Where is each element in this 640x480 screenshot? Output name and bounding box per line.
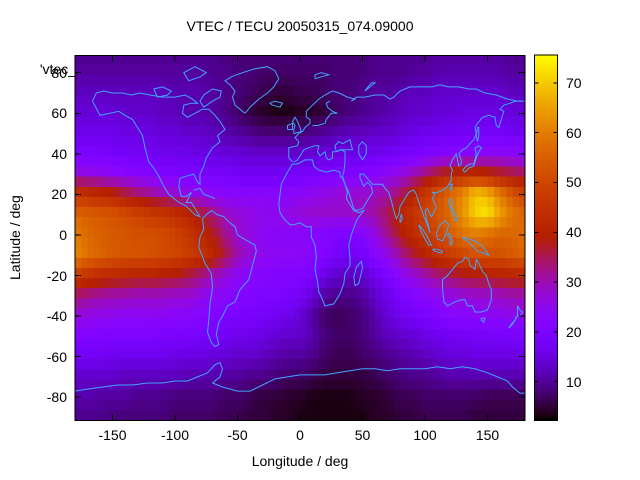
coastline-black-sea bbox=[334, 138, 354, 153]
colorbar-tick-label: 30 bbox=[566, 274, 582, 291]
coastline-tasmania bbox=[480, 317, 486, 324]
frame bbox=[74, 55, 526, 421]
coastline-madagascar bbox=[353, 260, 364, 287]
coastline-new-guinea bbox=[462, 236, 491, 257]
coastline-ellesmere bbox=[183, 66, 208, 82]
colorbar-tick-label: 20 bbox=[566, 323, 582, 340]
colorbar-tick-label: 50 bbox=[566, 174, 582, 191]
coastline-caribbean bbox=[193, 187, 216, 199]
x-tick-label: 50 bbox=[354, 427, 371, 443]
coastline-taiwan bbox=[449, 183, 454, 192]
coastline-japan bbox=[462, 145, 482, 173]
x-tick-label: -150 bbox=[98, 427, 127, 443]
coastline-antarctica bbox=[75, 362, 525, 394]
coastline-sri-lanka bbox=[399, 213, 404, 224]
y-tick-label: 40 bbox=[51, 145, 67, 162]
y-tick-label: 60 bbox=[51, 105, 67, 122]
y-tick-label: 0 bbox=[59, 226, 67, 243]
y-axis-label: Latitude / deg bbox=[7, 195, 23, 280]
coastline-ireland bbox=[287, 122, 293, 130]
x-tick-label: 100 bbox=[413, 427, 437, 443]
coastline-java bbox=[432, 248, 444, 254]
coastline-australia bbox=[442, 256, 492, 313]
x-axis-label: Longitude / deg bbox=[251, 453, 349, 469]
x-tick-label: 150 bbox=[475, 427, 500, 443]
coastline-baltic bbox=[312, 100, 338, 126]
chart-title: VTEC / TECU 20050315_074.09000 bbox=[186, 18, 414, 34]
y-tick-label: 80 bbox=[51, 64, 67, 81]
coastline-asia-south bbox=[341, 100, 523, 234]
coastline-sakhalin bbox=[475, 127, 480, 142]
y-tick-label: 20 bbox=[51, 186, 67, 203]
coastline-caspian bbox=[358, 140, 367, 161]
y-tick-label: -60 bbox=[46, 348, 67, 365]
colorbar-gradient bbox=[535, 55, 558, 420]
coastline-eurasia-north bbox=[305, 84, 525, 118]
coastline-europe-west bbox=[288, 116, 311, 163]
y-tick-label: -40 bbox=[46, 308, 67, 325]
colorbar-tick-label: 60 bbox=[566, 124, 582, 141]
coastline-north-america bbox=[92, 90, 226, 218]
coastline-iceland bbox=[269, 100, 284, 108]
x-tick-label: -100 bbox=[160, 427, 190, 443]
coastline-sulawesi bbox=[446, 232, 454, 247]
coastline-philippines bbox=[448, 198, 459, 222]
key-label: 'vtec_ bbox=[39, 61, 76, 77]
coastline-nz-south bbox=[508, 315, 517, 329]
y-tick-label: -20 bbox=[46, 267, 67, 284]
coastline-great-britain bbox=[291, 116, 302, 135]
coastline-greenland bbox=[224, 66, 280, 114]
x-tick-label: -50 bbox=[227, 427, 248, 443]
y-tick-label: -80 bbox=[46, 389, 67, 406]
coastline-sumatra bbox=[418, 224, 433, 246]
coastline-borneo bbox=[435, 220, 450, 242]
plot-frames bbox=[74, 54, 558, 421]
colorbar-tick-label: 40 bbox=[566, 224, 582, 241]
coastline-baffin bbox=[199, 88, 222, 108]
coastline-svalbard bbox=[314, 72, 331, 80]
coastline-africa bbox=[278, 159, 366, 307]
tec-heatmap bbox=[75, 55, 525, 420]
frame bbox=[534, 54, 558, 421]
coastline-mediterranean-north bbox=[293, 145, 346, 173]
coastline-south-america bbox=[198, 209, 257, 348]
coastline-nz-north bbox=[517, 305, 524, 317]
colorbar-tick-label: 10 bbox=[566, 373, 582, 390]
coastline-victoria-island bbox=[153, 86, 173, 98]
tick-marks bbox=[75, 55, 558, 421]
x-tick-label: 0 bbox=[296, 427, 304, 443]
coastlines bbox=[75, 66, 525, 394]
coastline-novaya-zemlya bbox=[364, 82, 377, 92]
colorbar-tick-label: 70 bbox=[566, 74, 582, 91]
